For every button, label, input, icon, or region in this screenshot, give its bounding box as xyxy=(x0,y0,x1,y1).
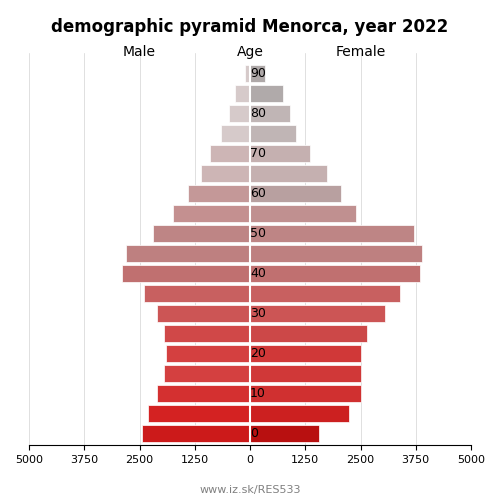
Bar xyxy=(250,324,367,342)
Bar xyxy=(250,164,328,182)
Bar xyxy=(250,184,340,202)
Text: Female: Female xyxy=(336,45,386,59)
Bar xyxy=(157,304,250,322)
Bar xyxy=(250,64,266,82)
Text: 40: 40 xyxy=(250,266,266,280)
Bar xyxy=(250,425,318,442)
Bar xyxy=(250,385,360,402)
Bar xyxy=(250,344,360,362)
Bar xyxy=(250,244,422,262)
Bar xyxy=(164,364,250,382)
Bar xyxy=(188,184,250,202)
Text: 70: 70 xyxy=(250,146,266,160)
Bar xyxy=(250,84,283,102)
Text: demographic pyramid Menorca, year 2022: demographic pyramid Menorca, year 2022 xyxy=(52,18,448,36)
Text: 30: 30 xyxy=(250,306,266,320)
Text: 80: 80 xyxy=(250,106,266,120)
Bar xyxy=(244,64,250,82)
Bar xyxy=(144,284,250,302)
Bar xyxy=(210,144,250,162)
Bar xyxy=(202,164,250,182)
Bar xyxy=(250,124,296,142)
Bar xyxy=(250,224,414,242)
Text: 50: 50 xyxy=(250,226,266,239)
Text: www.iz.sk/RES533: www.iz.sk/RES533 xyxy=(199,485,301,495)
Bar xyxy=(157,385,250,402)
Text: 90: 90 xyxy=(250,66,266,80)
Bar xyxy=(164,324,250,342)
Bar xyxy=(126,244,250,262)
Bar xyxy=(153,224,250,242)
Bar xyxy=(172,204,250,222)
Bar xyxy=(222,124,250,142)
Text: 60: 60 xyxy=(250,186,266,200)
Bar xyxy=(250,284,400,302)
Bar xyxy=(250,304,385,322)
Bar xyxy=(250,364,360,382)
Bar xyxy=(250,104,290,122)
Text: 0: 0 xyxy=(250,427,258,440)
Bar xyxy=(142,425,250,442)
Bar xyxy=(250,144,310,162)
Text: 10: 10 xyxy=(250,387,266,400)
Text: Age: Age xyxy=(236,45,264,59)
Bar xyxy=(250,405,350,422)
Bar xyxy=(122,264,250,281)
Bar xyxy=(148,405,250,422)
Bar xyxy=(166,344,250,362)
Text: Male: Male xyxy=(123,45,156,59)
Bar xyxy=(234,84,250,102)
Bar xyxy=(229,104,250,122)
Bar xyxy=(250,264,420,281)
Bar xyxy=(250,204,356,222)
Text: 20: 20 xyxy=(250,346,266,360)
